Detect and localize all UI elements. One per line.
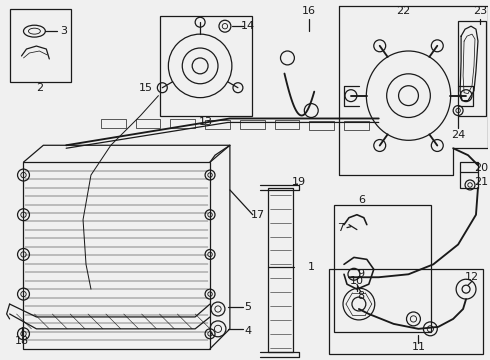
Bar bbox=[136, 119, 160, 128]
Bar bbox=[274, 121, 299, 129]
Bar bbox=[329, 269, 483, 354]
Text: 2: 2 bbox=[36, 83, 43, 93]
Text: 18: 18 bbox=[14, 336, 28, 346]
Text: 23: 23 bbox=[473, 6, 487, 16]
Text: 20: 20 bbox=[474, 163, 488, 173]
Text: 3: 3 bbox=[60, 26, 67, 36]
Bar bbox=[160, 16, 252, 116]
Text: 13: 13 bbox=[199, 117, 213, 127]
Bar bbox=[171, 120, 195, 129]
Bar bbox=[268, 188, 294, 352]
Bar bbox=[334, 205, 431, 332]
Text: 24: 24 bbox=[451, 130, 465, 140]
Bar bbox=[10, 9, 71, 82]
Text: 17: 17 bbox=[250, 210, 265, 220]
Text: 6: 6 bbox=[358, 195, 366, 205]
Bar bbox=[240, 120, 265, 129]
Text: 5: 5 bbox=[244, 302, 251, 312]
Text: 14: 14 bbox=[241, 21, 255, 31]
Text: 9: 9 bbox=[357, 269, 365, 279]
Text: 19: 19 bbox=[293, 177, 306, 187]
Bar bbox=[460, 162, 478, 188]
Text: 21: 21 bbox=[474, 177, 488, 187]
Bar bbox=[344, 121, 369, 130]
Text: 8: 8 bbox=[357, 291, 365, 301]
Text: 16: 16 bbox=[302, 6, 316, 16]
Bar bbox=[101, 119, 126, 128]
Text: 15: 15 bbox=[139, 83, 152, 93]
Text: 11: 11 bbox=[412, 342, 425, 352]
Text: 1: 1 bbox=[308, 262, 315, 272]
Text: 4: 4 bbox=[244, 326, 251, 336]
Text: 22: 22 bbox=[396, 6, 411, 16]
Bar bbox=[458, 21, 486, 116]
Bar bbox=[24, 162, 210, 349]
Text: 7: 7 bbox=[338, 222, 344, 233]
Text: 10: 10 bbox=[350, 276, 364, 286]
Bar bbox=[205, 120, 230, 129]
Text: 12: 12 bbox=[465, 272, 479, 282]
Bar bbox=[309, 121, 334, 130]
